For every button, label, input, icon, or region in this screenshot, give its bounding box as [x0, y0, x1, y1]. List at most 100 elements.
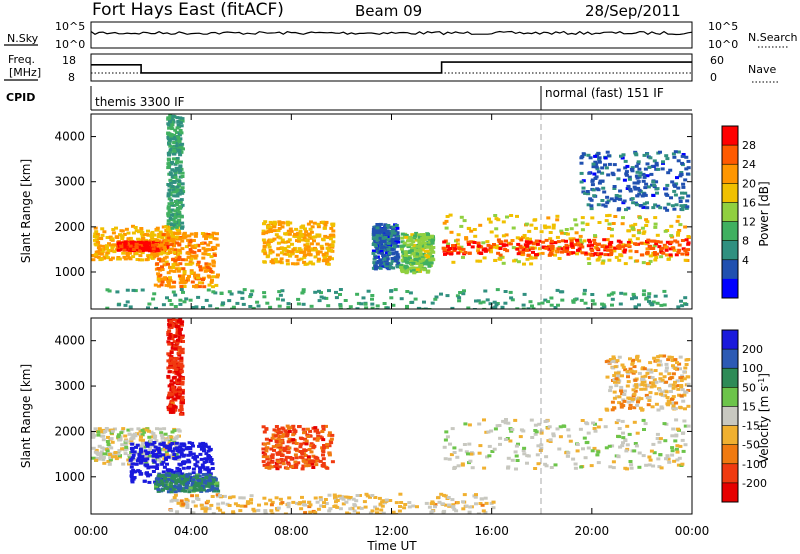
power-cell [443, 252, 447, 256]
velocity-cell [186, 458, 191, 462]
power-cell [156, 272, 161, 276]
power-cell [242, 288, 247, 292]
power-cell [174, 161, 179, 165]
velocity-cell [300, 452, 305, 456]
velocity-cell [170, 400, 174, 403]
velocity-cell [271, 445, 276, 449]
power-cell [549, 296, 554, 300]
power-cell [631, 292, 636, 296]
power-cell [511, 226, 516, 230]
power-cell [529, 223, 534, 227]
power-cell [669, 224, 674, 228]
velocity-cell [173, 457, 178, 461]
velocity-cell [109, 437, 114, 441]
velocity-cell [173, 444, 178, 448]
power-cell [129, 249, 134, 252]
power-cell [685, 172, 690, 176]
power-cell [548, 237, 553, 241]
power-cell [444, 226, 449, 230]
power-cell [655, 240, 660, 244]
velocity-cell [448, 442, 452, 446]
velocity-cell [659, 392, 663, 396]
velocity-cell [291, 438, 296, 442]
velocity-cell [608, 358, 613, 361]
power-cell [528, 237, 532, 241]
velocity-cell [179, 322, 184, 325]
power-cell [428, 258, 433, 262]
velocity-cell [136, 427, 141, 431]
velocity-cell [249, 494, 254, 498]
power-cell [482, 307, 487, 309]
power-cell [192, 254, 197, 258]
velocity-cell [510, 458, 515, 462]
velocity-cell [197, 474, 202, 478]
power-cell [665, 208, 670, 212]
velocity-cell [169, 490, 174, 494]
velocity-cell [179, 356, 184, 360]
velocity-cell [489, 429, 494, 433]
power-cell [153, 283, 158, 287]
velocity-cell [231, 495, 236, 499]
power-cell [645, 220, 650, 224]
power-cell [581, 152, 586, 156]
velocity-cell [647, 399, 652, 402]
power-cell [486, 243, 491, 247]
power-cell [675, 176, 679, 180]
power-cell [548, 253, 552, 257]
velocity-cell [618, 445, 623, 449]
velocity-cell [456, 464, 461, 468]
velocity-cell [215, 493, 220, 497]
power-cell [207, 275, 212, 279]
power-cell [324, 254, 329, 258]
velocity-cell [460, 462, 465, 466]
power-cell [411, 252, 416, 256]
power-cell [469, 240, 474, 244]
velocity-cell [285, 434, 290, 437]
power-cell [198, 265, 203, 269]
power-cell [167, 142, 172, 146]
power-cell [417, 235, 422, 239]
power-cell [169, 135, 174, 139]
power-cell [670, 204, 675, 208]
power-cell [373, 256, 378, 259]
velocity-cell [165, 446, 170, 450]
velocity-cell [449, 453, 454, 457]
velocity-cell [379, 508, 384, 512]
velocity-cell [167, 448, 172, 452]
velocity-cell [551, 432, 556, 436]
power-cell [684, 302, 689, 306]
velocity-cell [177, 478, 181, 482]
velocity-cell [174, 441, 179, 445]
power-cell [286, 240, 291, 244]
velocity-cell [530, 436, 535, 439]
velocity-cell [141, 438, 145, 442]
power-cell [680, 161, 685, 165]
power-cell [154, 254, 159, 258]
power-cell [417, 257, 422, 261]
velocity-cell [621, 436, 626, 440]
power-cell [308, 227, 313, 231]
power-cell [573, 218, 578, 222]
power-cell [166, 166, 171, 170]
power-cell [173, 169, 177, 173]
power-cell [543, 298, 548, 302]
power-cell [96, 236, 101, 240]
velocity-cell [238, 496, 243, 500]
power-cell [509, 296, 514, 300]
power-cell [611, 173, 616, 177]
power-cell [318, 250, 323, 254]
velocity-cell [327, 431, 332, 435]
velocity-cell [142, 479, 147, 483]
power-cell [564, 239, 568, 243]
velocity-cell [106, 460, 111, 463]
power-cell [375, 247, 380, 251]
power-cell [664, 154, 669, 158]
velocity-cell [169, 435, 174, 439]
power-cell [664, 187, 669, 191]
power-cell [150, 230, 155, 234]
power-cell [516, 252, 521, 256]
power-cell [176, 183, 181, 187]
velocity-cell [186, 481, 191, 484]
velocity-cell [671, 406, 676, 410]
power-cell [664, 245, 669, 249]
